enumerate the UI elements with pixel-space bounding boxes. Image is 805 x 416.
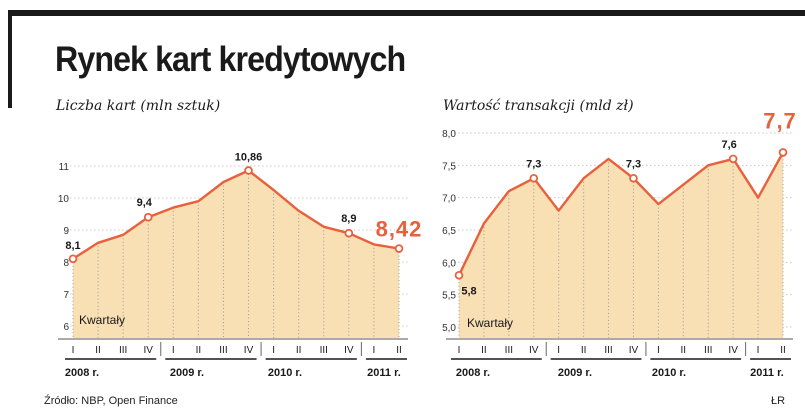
data-point-marker [143,212,153,222]
y-tick-label: 10 [58,194,70,205]
x-tick-label: II [196,345,202,356]
x-tick-label: IV [344,345,354,356]
y-tick-label: 7 [63,290,69,301]
year-label: 2009 r. [170,367,204,379]
x-tick-label: IV [629,345,639,356]
area-fill [459,152,783,338]
series-line [72,169,400,260]
page-title: Rynek kart kredytowych [55,40,406,79]
data-label: 7,7 [763,108,797,133]
data-label: 5,8 [461,285,476,297]
y-tick-label: 7,5 [442,161,456,172]
x-tick-label: II [581,345,587,356]
x-tick-label: III [704,345,712,356]
y-tick-label: 11 [59,162,70,173]
x-tick-label: I [458,345,461,356]
chart-title-cards: Liczba kart (mln sztuk) [56,98,221,114]
source-note: Źródło: NBP, Open Finance [44,395,178,407]
x-tick-label: III [119,345,127,356]
y-tick-label: 8,0 [442,129,456,140]
data-point-marker [529,173,539,183]
year-label: 2008 r. [456,367,490,379]
data-label: 7,6 [722,139,737,151]
x-tick-label: III [604,345,612,356]
quarters-label: Kwartały [79,313,125,327]
year-label: 2008 r. [65,367,99,379]
data-label: 8,1 [65,240,80,252]
header-side-rule [8,10,12,108]
x-tick-label: I [72,345,75,356]
data-point-marker [728,154,738,164]
y-tick-label: 9 [63,226,69,237]
y-tick-label: 6 [63,322,69,333]
x-tick-label: I [557,345,560,356]
data-label: 7,3 [626,158,641,170]
data-point-marker [344,228,354,238]
y-tick-label: 8 [63,258,69,269]
data-point-marker [244,166,253,175]
x-tick-label: IV [728,345,738,356]
data-label: 9,4 [137,197,153,209]
y-tick-label: 6,5 [442,226,456,237]
y-tick-label: 7,0 [442,194,456,205]
data-point-marker [629,173,638,183]
x-tick-label: I [373,345,376,356]
year-label: 2010 r. [268,367,302,379]
y-tick-label: 5,5 [442,291,456,302]
x-tick-label: I [757,345,760,356]
y-tick-label: 5,0 [442,323,456,334]
header-rule [8,10,805,16]
x-tick-label: II [780,345,786,356]
quarters-label: Kwartały [467,316,513,330]
x-tick-label: IV [144,345,154,356]
data-point-marker [394,244,404,253]
data-point-marker [454,270,464,280]
data-label: 10,86 [235,151,263,163]
x-tick-label: IV [529,345,539,356]
data-label: 7,3 [526,158,541,170]
data-point-marker [778,148,788,157]
x-tick-label: II [296,345,302,356]
x-tick-label: III [219,345,227,356]
data-label: 8,42 [376,217,423,242]
author-credit: ŁR [771,395,786,407]
x-tick-label: I [172,345,175,356]
x-tick-label: IV [244,345,254,356]
x-tick-label: II [95,345,101,356]
x-tick-label: III [320,345,328,356]
area-fill [73,170,399,338]
x-tick-label: II [396,345,402,356]
year-label: 2010 r. [652,367,686,379]
y-tick-label: 6,0 [442,258,456,269]
data-label: 8,9 [341,213,356,225]
year-label: 2011 r. [750,367,784,379]
chart-title-transactions: Wartość transakcji (mld zł) [443,98,634,114]
year-label: 2011 r. [367,367,401,379]
x-tick-label: III [505,345,513,356]
x-tick-label: I [657,345,660,356]
x-tick-label: I [272,345,275,356]
x-tick-label: II [681,345,687,356]
x-tick-label: II [481,345,487,356]
data-point-marker [68,254,78,264]
chart-transactions: 5,0 5,5 6,0 6,5 7,0 7,5 8,0 5,8 7,3 7,3 7,6 7,7 Kwar… [442,108,797,379]
year-label: 2009 r. [558,367,592,379]
